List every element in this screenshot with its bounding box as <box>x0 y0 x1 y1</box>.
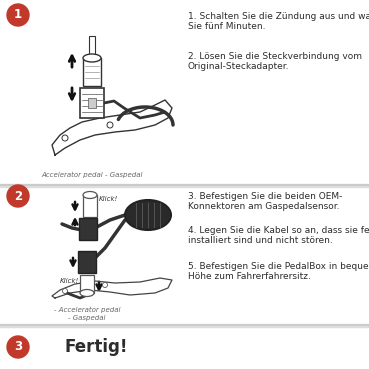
Text: Klick!: Klick! <box>99 196 118 202</box>
Bar <box>89 36 95 58</box>
Bar <box>80 88 104 118</box>
Bar <box>0 324 369 327</box>
Text: Konnektoren am Gaspedalsensor.: Konnektoren am Gaspedalsensor. <box>188 202 339 211</box>
Bar <box>79 218 97 240</box>
Circle shape <box>7 185 29 207</box>
Text: 2: 2 <box>14 190 22 203</box>
Text: Original-Steckadapter.: Original-Steckadapter. <box>188 62 290 71</box>
Bar <box>88 98 96 108</box>
Text: - Accelerator pedal: - Accelerator pedal <box>54 307 120 313</box>
Bar <box>80 275 94 293</box>
Circle shape <box>103 283 107 287</box>
Text: 5. Befestigen Sie die PedalBox in bequemer: 5. Befestigen Sie die PedalBox in bequem… <box>188 262 369 271</box>
Text: 3. Befestigen Sie die beiden OEM-: 3. Befestigen Sie die beiden OEM- <box>188 192 342 201</box>
Text: 4. Legen Sie die Kabel so an, dass sie fest: 4. Legen Sie die Kabel so an, dass sie f… <box>188 226 369 235</box>
Circle shape <box>7 4 29 26</box>
Ellipse shape <box>83 54 101 62</box>
Ellipse shape <box>125 200 171 230</box>
Text: 3: 3 <box>14 341 22 354</box>
Circle shape <box>62 289 68 293</box>
Text: installiert sind und nicht stören.: installiert sind und nicht stören. <box>188 236 333 245</box>
Bar <box>83 58 101 86</box>
Text: 1. Schalten Sie die Zündung aus und warten: 1. Schalten Sie die Zündung aus und wart… <box>188 12 369 21</box>
Polygon shape <box>52 100 172 155</box>
Text: 1: 1 <box>14 8 22 21</box>
Polygon shape <box>52 278 172 298</box>
Text: - Gaspedal: - Gaspedal <box>68 315 106 321</box>
Text: Sie fünf Minuten.: Sie fünf Minuten. <box>188 22 266 31</box>
Text: Klick!: Klick! <box>60 278 79 284</box>
Text: Höhe zum Fahrerfahrersitz.: Höhe zum Fahrerfahrersitz. <box>188 272 311 281</box>
Circle shape <box>7 336 29 358</box>
Circle shape <box>62 135 68 141</box>
Circle shape <box>107 122 113 128</box>
Text: Fertig!: Fertig! <box>65 338 128 356</box>
Bar <box>78 251 96 273</box>
Text: 2. Lösen Sie die Steckverbindung vom: 2. Lösen Sie die Steckverbindung vom <box>188 52 362 61</box>
Ellipse shape <box>80 290 94 297</box>
Ellipse shape <box>83 192 97 199</box>
Text: Accelerator pedal - Gaspedal: Accelerator pedal - Gaspedal <box>41 172 143 178</box>
Bar <box>0 184 369 187</box>
Bar <box>83 195 97 217</box>
